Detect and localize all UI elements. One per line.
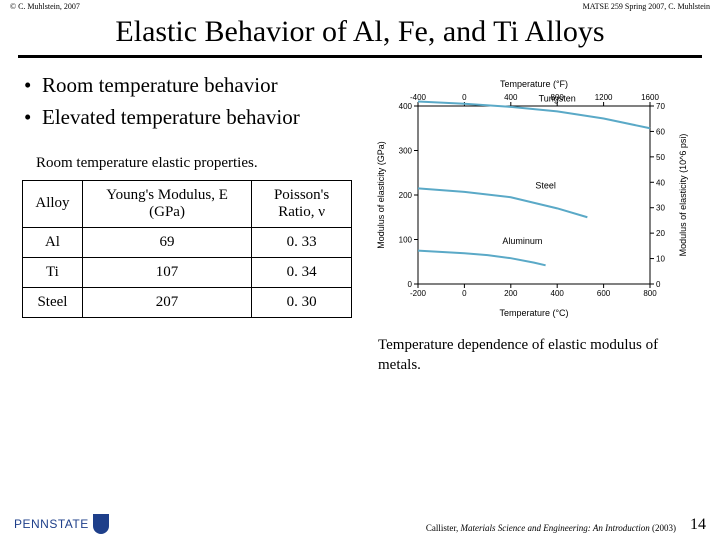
svg-text:0: 0 — [408, 280, 413, 289]
page-title: Elastic Behavior of Al, Fe, and Ti Alloy… — [0, 11, 720, 55]
col-alloy: Alloy — [23, 180, 83, 227]
logo-text: PENNSTATE — [14, 517, 89, 531]
table-caption: Room temperature elastic properties. — [36, 155, 362, 172]
svg-text:0: 0 — [462, 93, 467, 102]
cell-poisson: 0. 30 — [252, 287, 352, 317]
cell-modulus: 107 — [82, 257, 251, 287]
bullet-dot-icon: • — [24, 72, 42, 98]
svg-text:60: 60 — [656, 127, 665, 136]
page-number: 14 — [690, 516, 706, 534]
cell-poisson: 0. 33 — [252, 227, 352, 257]
bullet-dot-icon: • — [24, 104, 42, 130]
left-column: • Room temperature behavior • Elevated t… — [16, 72, 362, 375]
modulus-chart: -2000200400600800Temperature (°C)-400040… — [372, 78, 692, 318]
footer: PENNSTATE Callister, Materials Science a… — [0, 514, 720, 534]
bullet-item: • Elevated temperature behavior — [24, 104, 362, 130]
bullet-item: • Room temperature behavior — [24, 72, 362, 98]
col-modulus: Young's Modulus, E (GPa) — [82, 180, 251, 227]
chart-svg: -2000200400600800Temperature (°C)-400040… — [372, 78, 692, 318]
svg-text:800: 800 — [643, 289, 657, 298]
bullet-text: Elevated temperature behavior — [42, 104, 300, 130]
copyright-left: © C. Muhlstein, 2007 — [10, 2, 80, 11]
svg-text:300: 300 — [399, 147, 413, 156]
citation-book: Materials Science and Engineering: An In… — [461, 523, 650, 533]
svg-text:Temperature (°C): Temperature (°C) — [499, 308, 568, 318]
content-area: • Room temperature behavior • Elevated t… — [0, 72, 720, 375]
svg-text:Tungsten: Tungsten — [539, 94, 576, 104]
col-poisson: Poisson's Ratio, ν — [252, 180, 352, 227]
table-row: Ti 107 0. 34 — [23, 257, 352, 287]
svg-text:10: 10 — [656, 255, 665, 264]
svg-text:100: 100 — [399, 236, 413, 245]
table-header-row: Alloy Young's Modulus, E (GPa) Poisson's… — [23, 180, 352, 227]
table-row: Al 69 0. 33 — [23, 227, 352, 257]
svg-text:40: 40 — [656, 178, 665, 187]
right-column: -2000200400600800Temperature (°C)-400040… — [372, 72, 704, 375]
svg-text:Temperature (°F): Temperature (°F) — [500, 79, 568, 89]
cell-modulus: 207 — [82, 287, 251, 317]
chart-caption: Temperature dependence of elastic modulu… — [372, 336, 704, 375]
svg-text:400: 400 — [551, 289, 565, 298]
cell-alloy: Ti — [23, 257, 83, 287]
svg-text:70: 70 — [656, 102, 665, 111]
svg-text:1600: 1600 — [641, 93, 659, 102]
svg-text:Aluminum: Aluminum — [502, 236, 542, 246]
svg-text:Modulus of elasticity (10^6 ps: Modulus of elasticity (10^6 psi) — [678, 134, 688, 257]
svg-text:Steel: Steel — [535, 180, 556, 190]
svg-text:-200: -200 — [410, 289, 427, 298]
bullet-list: • Room temperature behavior • Elevated t… — [16, 72, 362, 131]
svg-text:Modulus of elasticity (GPa): Modulus of elasticity (GPa) — [376, 141, 386, 249]
svg-text:20: 20 — [656, 229, 665, 238]
cell-modulus: 69 — [82, 227, 251, 257]
svg-text:1200: 1200 — [595, 93, 613, 102]
citation-author: Callister, — [426, 523, 461, 533]
citation: Callister, Materials Science and Enginee… — [426, 523, 676, 534]
svg-text:400: 400 — [504, 93, 518, 102]
cell-alloy: Al — [23, 227, 83, 257]
title-divider — [18, 55, 702, 58]
shield-icon — [93, 514, 109, 534]
svg-text:600: 600 — [597, 289, 611, 298]
properties-table: Alloy Young's Modulus, E (GPa) Poisson's… — [22, 180, 352, 318]
pennstate-logo: PENNSTATE — [14, 514, 109, 534]
bullet-text: Room temperature behavior — [42, 72, 278, 98]
svg-text:200: 200 — [504, 289, 518, 298]
svg-text:50: 50 — [656, 153, 665, 162]
svg-text:0: 0 — [462, 289, 467, 298]
footer-right: Callister, Materials Science and Enginee… — [426, 516, 706, 534]
svg-text:0: 0 — [656, 280, 661, 289]
cell-poisson: 0. 34 — [252, 257, 352, 287]
citation-year: (2003) — [650, 523, 676, 533]
cell-alloy: Steel — [23, 287, 83, 317]
svg-text:200: 200 — [399, 191, 413, 200]
course-right: MATSE 259 Spring 2007, C. Muhlstein — [583, 2, 710, 11]
table-row: Steel 207 0. 30 — [23, 287, 352, 317]
svg-text:400: 400 — [399, 102, 413, 111]
svg-text:30: 30 — [656, 204, 665, 213]
